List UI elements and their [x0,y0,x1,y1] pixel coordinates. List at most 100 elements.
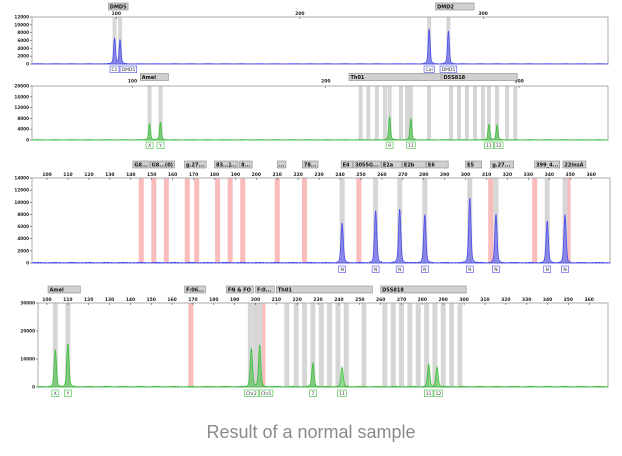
marker-name: g.27... [186,163,204,169]
allele-name: 12 [436,391,442,397]
x-tick-label: 310 [482,172,491,178]
x-tick-label: 170 [188,297,197,303]
y-tick-label: 10000 [20,357,35,362]
allele-name: N [398,267,401,273]
pink-bin [301,178,307,263]
allele-name: 12 [496,143,502,149]
marker-label: G8...(0) [149,160,175,169]
allele-name: 11 [426,391,432,397]
peak-allele-label: X [51,389,60,397]
grey-bin [52,303,58,387]
pink-bin [260,303,266,387]
peak-allele-label: Chr1 [258,389,274,397]
grey-bin [398,86,403,140]
grey-bin [404,86,409,140]
grey-bin [284,303,290,387]
y-tick-label: 6000 [17,224,29,229]
marker-label: E5 [465,160,482,169]
peak-allele-label: 11 [423,389,434,397]
y-tick-label: 0 [32,385,35,390]
allele-name: 11 [486,143,492,149]
marker-label: E2a [381,160,402,169]
x-tick-label: 140 [126,297,135,303]
grey-bin [310,303,316,387]
y-tick-label: 12000 [14,188,29,193]
pink-bin [356,178,362,263]
marker-name: 22insA [564,163,583,169]
grey-bin [253,303,259,387]
peak-allele-label: 11 [406,141,416,149]
peak-allele-label: C1 [109,65,120,73]
allele-name: N [423,267,426,273]
marker-label: 78... [302,160,319,169]
peak-allele-label: 9 [385,141,394,149]
allele-name: 11 [339,391,345,397]
peak-allele-label: N [371,265,380,273]
x-tick-label: 160 [167,297,176,303]
marker-box [435,2,475,11]
allele-box [494,141,504,149]
allele-box [309,389,317,397]
allele-name: N [468,267,471,273]
x-tick-label: 300 [461,172,470,178]
grey-bin [343,303,349,387]
grey-bin [513,86,518,140]
marker-box [255,285,275,294]
pink-bin [215,178,221,263]
grey-bin [302,303,308,387]
marker-name: FN & FO [228,288,251,294]
marker-name: G8... [134,163,147,169]
x-tick-label: 260 [376,297,385,303]
peak-allele-label: 7 [309,389,317,397]
marker-box [534,160,561,169]
x-tick-label: 230 [314,172,323,178]
pink-bin [163,178,169,263]
grey-bin [358,86,363,140]
allele-name: Y [158,143,162,149]
grey-bin [440,303,446,387]
marker-label: ... [277,160,287,169]
y-tick-label: 16000 [14,94,29,99]
allele-name: 7 [311,391,314,397]
x-tick-label: 110 [63,297,72,303]
panel-4: 100 110 120 130 140 150 160 170 180 190 200 210 220 2… [20,285,609,397]
marker-label: E2b [402,160,426,169]
allele-box [371,265,380,273]
pink-bin [488,178,494,263]
y-tick-label: 2000 [17,54,29,59]
marker-name: D5S818 [382,288,404,294]
x-tick-label: 170 [189,172,198,178]
y-tick-label: 14000 [14,176,29,181]
x-tick-label: 120 [84,297,93,303]
grey-bin [415,303,421,387]
pink-bin [184,178,190,263]
grey-bin [339,178,345,263]
allele-box [244,389,259,397]
marker-name: E2a [383,163,393,169]
peak-allele-label: 11 [337,389,347,397]
grey-bin [366,86,371,140]
grey-bin [480,86,485,140]
marker-label: 22insA [562,160,587,169]
allele-box [156,141,165,149]
x-tick-label: 240 [335,172,344,178]
x-tick-label: 270 [398,172,407,178]
allele-box [395,265,404,273]
marker-name: F:0... [257,288,271,294]
marker-name: DMD2 [437,5,454,11]
allele-name: DMD5 [122,67,136,73]
x-tick-label: 100 [42,172,51,178]
x-tick-label: 360 [585,297,594,303]
x-tick-label: 330 [524,172,533,178]
x-tick-label: 330 [522,297,531,303]
allele-name: Chr2 [246,391,257,397]
peak-allele-label: X [145,141,154,149]
allele-name: Y [65,391,69,397]
y-tick-label: 20000 [14,84,29,89]
allele-box [561,265,569,273]
allele-box [492,265,500,273]
grey-bin [374,86,379,140]
marker-box [214,160,239,169]
x-tick-label: 160 [168,172,177,178]
allele-box [145,141,154,149]
